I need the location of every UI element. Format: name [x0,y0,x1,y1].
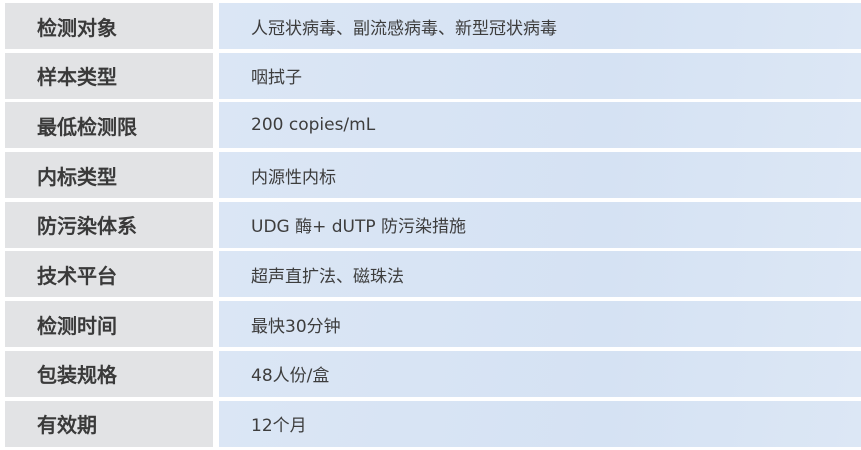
row-value: 最快30分钟 [219,301,861,348]
row-label: 内标类型 [5,152,213,199]
row-value: 人冠状病毒、副流感病毒、新型冠状病毒 [219,3,861,49]
row-label: 最低检测限 [5,102,213,149]
row-label: 检测时间 [5,301,213,348]
row-value: 200 copies/mL [219,102,861,149]
table-row: 检测对象 人冠状病毒、副流感病毒、新型冠状病毒 [5,3,861,49]
row-label: 包装规格 [5,350,213,397]
row-value: 咽拭子 [219,52,861,99]
table-row: 最低检测限 200 copies/mL [5,102,861,149]
row-value: UDG 酶+ dUTP 防污染措施 [219,201,861,248]
table-row: 技术平台 超声直扩法、磁珠法 [5,251,861,298]
table-row: 包装规格 48人份/盒 [5,350,861,397]
spec-table: 检测对象 人冠状病毒、副流感病毒、新型冠状病毒 样本类型 咽拭子 最低检测限 200 co… [5,3,861,450]
table-row: 检测时间 最快30分钟 [5,301,861,348]
row-value: 超声直扩法、磁珠法 [219,251,861,298]
row-label: 样本类型 [5,52,213,99]
row-label: 有效期 [5,400,213,447]
table-row: 防污染体系 UDG 酶+ dUTP 防污染措施 [5,201,861,248]
row-value: 48人份/盒 [219,350,861,397]
row-label: 防污染体系 [5,201,213,248]
row-label: 检测对象 [5,3,213,49]
table-row: 内标类型 内源性内标 [5,152,861,199]
table-row: 样本类型 咽拭子 [5,52,861,99]
row-value: 12个月 [219,400,861,447]
row-value: 内源性内标 [219,152,861,199]
row-label: 技术平台 [5,251,213,298]
table-row: 有效期 12个月 [5,400,861,447]
